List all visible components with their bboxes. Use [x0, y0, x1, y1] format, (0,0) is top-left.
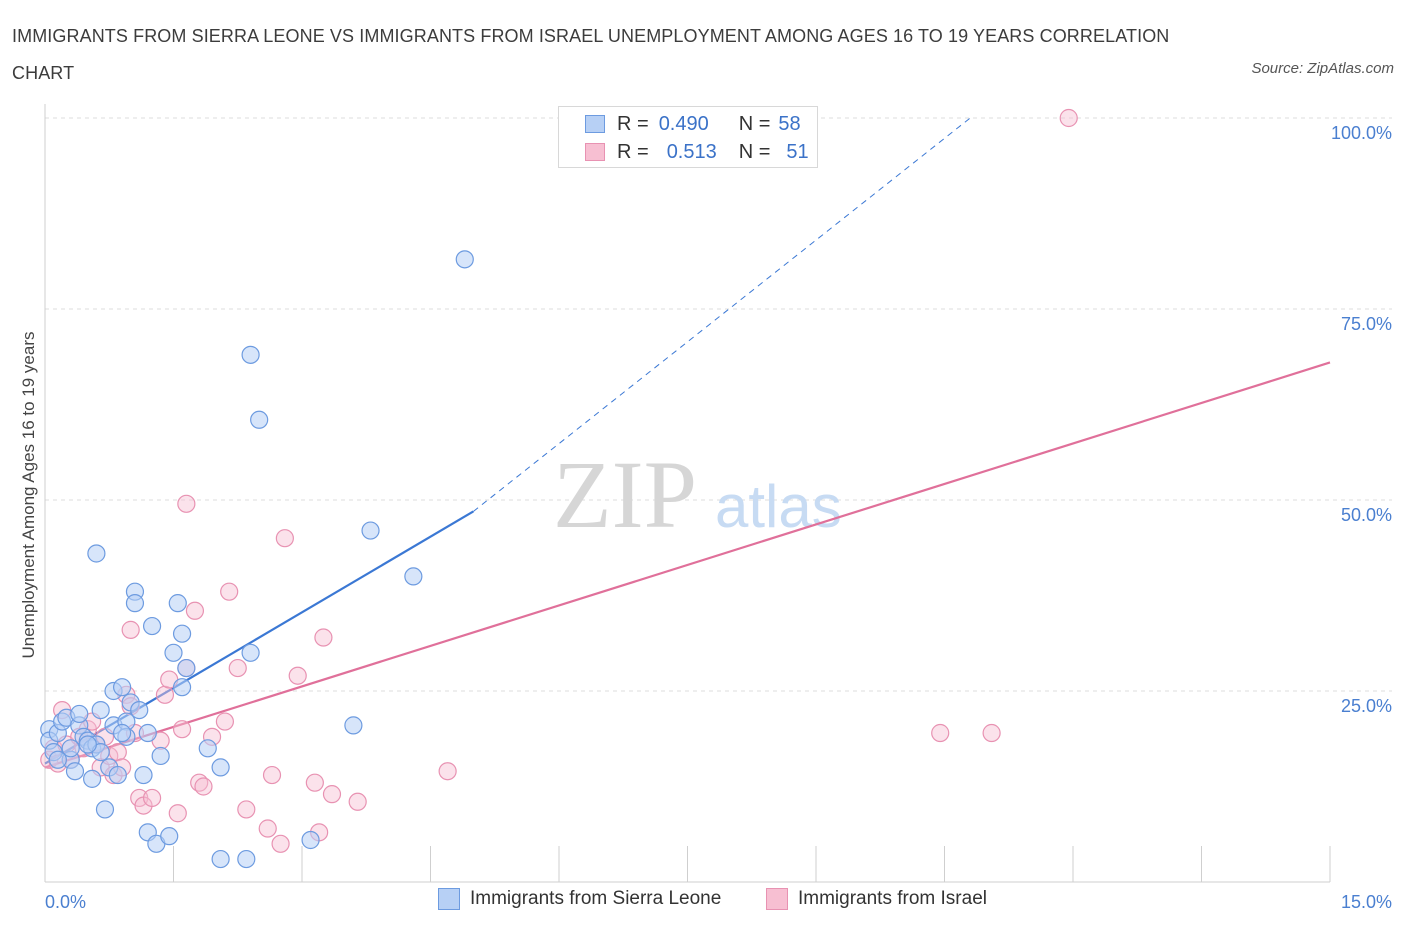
sierra-leone-point — [91, 700, 110, 720]
chart-title: IMMIGRANTS FROM SIERRA LEONE VS IMMIGRAN… — [12, 26, 1170, 83]
sierra-leone-point — [344, 716, 363, 735]
legend-swatch-blue — [585, 115, 605, 133]
legend-n-value: 58 — [778, 112, 801, 135]
y-tick-label: 75.0% — [1341, 314, 1392, 334]
israel-point — [438, 762, 457, 781]
sierra-leone-point — [198, 739, 217, 758]
sierra-leone-point — [241, 345, 260, 364]
bottom-legend-label: Immigrants from Sierra Leone — [470, 888, 722, 909]
sierra-leone-point — [361, 521, 380, 540]
legend-row-sierra-leone: R = 0.490 N = 58 — [585, 112, 801, 136]
sierra-leone-point — [172, 678, 192, 697]
sierra-leone-point — [237, 849, 256, 869]
israel-point — [228, 658, 247, 678]
sierra-leone-point — [138, 723, 157, 743]
watermark-zip: ZIP — [553, 441, 697, 548]
legend-r-label: R = — [617, 112, 649, 135]
sierra-leone-point — [211, 758, 230, 777]
legend-r-label: R = — [617, 140, 649, 163]
israel-point — [220, 582, 239, 601]
israel-point — [258, 819, 277, 838]
sierra-leone-point — [160, 827, 179, 846]
israel-point — [121, 620, 140, 639]
sierra-leone-point — [112, 678, 132, 697]
israel-point — [931, 723, 950, 743]
series-sierra-leone-points — [40, 250, 474, 869]
sierra-leone-point — [65, 762, 85, 781]
legend-n-label: N = — [738, 140, 771, 163]
watermark-atlas: atlas — [715, 473, 842, 540]
israel-point — [1059, 108, 1078, 128]
sierra-leone-point — [168, 594, 187, 613]
sierra-leone-point — [211, 849, 230, 869]
sierra-leone-point — [87, 544, 106, 563]
sierra-leone-point — [301, 830, 320, 850]
sierra-leone-point — [95, 800, 115, 819]
bottom-legend-israel: Immigrants from Israel — [766, 888, 987, 910]
israel-point — [172, 720, 192, 739]
israel-point — [982, 723, 1001, 743]
legend-n-label: N = — [738, 112, 771, 135]
israel-point — [108, 743, 127, 762]
sierra-leone-point — [241, 643, 260, 662]
sierra-leone-point — [61, 739, 80, 758]
sierra-leone-point — [78, 735, 97, 754]
israel-point — [168, 804, 187, 823]
sierra-leone-point — [134, 765, 153, 785]
watermark: ZIP atlas — [553, 441, 842, 548]
bottom-legend-sierra-leone: Immigrants from Sierra Leone — [438, 888, 721, 910]
sierra-leone-point — [404, 567, 423, 586]
bottom-legend-swatch-blue — [438, 888, 460, 910]
sierra-leone-point — [177, 658, 196, 678]
sierra-leone-point — [164, 643, 183, 662]
y-tick-label: 25.0% — [1341, 696, 1392, 716]
legend-swatch-pink — [585, 143, 605, 161]
sierra-leone-point — [48, 750, 67, 769]
bottom-legend-label: Immigrants from Israel — [798, 888, 987, 909]
sierra-leone-point — [108, 765, 127, 785]
israel-point — [237, 800, 256, 819]
sierra-leone-point — [250, 410, 269, 429]
israel-point — [142, 788, 162, 808]
israel-point — [322, 785, 342, 804]
bottom-legend-swatch-pink — [766, 888, 788, 910]
israel-point — [275, 529, 294, 548]
israel-point — [348, 792, 367, 811]
israel-point — [288, 666, 307, 685]
x-tick-label-min: 0.0% — [45, 892, 86, 912]
correlation-legend: R = 0.490 N = 58 R = 0.513 N = 51 — [558, 106, 818, 168]
legend-r-value: 0.490 — [658, 112, 709, 135]
legend-n-value: 51 — [786, 140, 809, 163]
sierra-leone-point — [70, 704, 89, 724]
sierra-leone-point — [142, 616, 162, 636]
sierra-leone-point — [83, 769, 102, 788]
israel-point — [271, 834, 290, 853]
sierra-leone-point — [112, 723, 132, 743]
israel-point — [305, 773, 324, 792]
legend-r-value: 0.513 — [666, 140, 717, 163]
israel-point — [185, 601, 205, 620]
sierra-leone-point — [151, 746, 170, 766]
trend-line-israel — [44, 361, 1331, 769]
y-tick-label: 50.0% — [1341, 505, 1392, 525]
israel-point — [177, 494, 196, 513]
israel-point — [194, 777, 213, 796]
grid-lines — [45, 117, 1392, 692]
israel-point — [262, 765, 282, 785]
sierra-leone-point — [130, 700, 149, 720]
tick-labels: 25.0% 50.0% 75.0% 100.0% 0.0% 15.0% — [45, 123, 1392, 912]
y-axis-label: Unemployment Among Ages 16 to 19 years — [19, 332, 38, 659]
sierra-leone-point — [125, 594, 145, 613]
israel-point — [215, 712, 234, 731]
sierra-leone-point — [172, 624, 192, 643]
x-tick-label-max: 15.0% — [1341, 892, 1392, 912]
trend-line-sierra-leone-extension — [473, 117, 971, 512]
israel-point — [155, 685, 175, 704]
legend-row-israel: R = 0.513 N = 51 — [585, 140, 809, 164]
source-label: Source: ZipAtlas.com — [1251, 60, 1394, 77]
y-tick-label: 100.0% — [1331, 123, 1392, 143]
israel-point — [314, 628, 333, 647]
sierra-leone-point — [455, 250, 474, 269]
